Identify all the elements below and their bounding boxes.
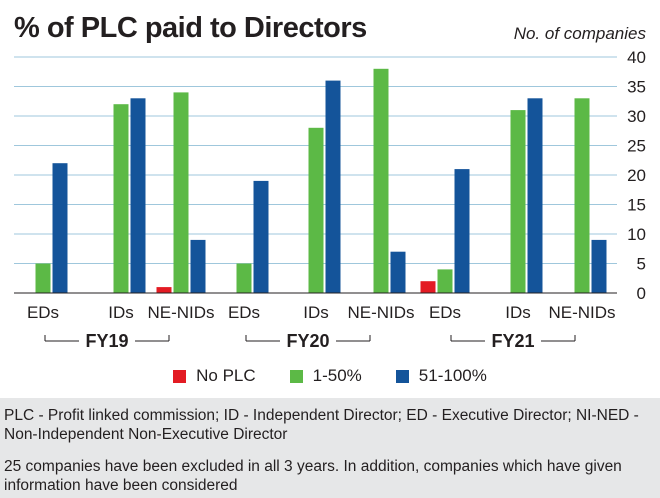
x-tick-label-fy19-ne-nids: NE-NIDs (147, 303, 214, 322)
legend-item-no-plc: No PLC (173, 366, 256, 386)
x-tick-label-fy21-ne-nids: NE-NIDs (548, 303, 615, 322)
x-tick-label-fy21-eds: EDs (429, 303, 461, 322)
bar-fy19-ne-nids-51-100 (190, 239, 206, 293)
bar-fy19-eds-1-50 (35, 263, 51, 293)
bar-fy21-eds-51-100 (454, 169, 470, 293)
bar-fy21-ne-nids-51-100 (591, 239, 607, 293)
footnote-exclusions: 25 companies have been excluded in all 3… (4, 458, 622, 494)
y-tick-label-5: 5 (637, 255, 646, 274)
x-tick-label-fy19-ids: IDs (108, 303, 134, 322)
y-tick-label-10: 10 (627, 225, 646, 244)
y-tick-label-40: 40 (627, 48, 646, 67)
y-tick-label-25: 25 (627, 137, 646, 156)
bar-fy20-eds-1-50 (236, 263, 252, 293)
legend-item-51-100: 51-100% (395, 366, 487, 386)
legend-item-1-50: 1-50% (289, 366, 362, 386)
legend: No PLC 1-50% 51-100% (0, 366, 660, 386)
x-tick-label-fy20-eds: EDs (228, 303, 260, 322)
bar-chart: 0 5 10 15 20 25 30 35 40 EDs IDs NE-NIDs EDs IDs NE-NI… (14, 48, 646, 351)
bar-fy19-ids-51-100 (130, 98, 146, 293)
bar-fy19-ne-nids-no-plc (156, 287, 172, 293)
bar-fy20-ne-nids-1-50 (373, 68, 389, 293)
bar-fy20-ne-nids-51-100 (390, 251, 406, 293)
legend-label-51-100: 51-100% (418, 366, 487, 385)
legend-swatch-no-plc (173, 369, 187, 383)
bar-fy21-eds-1-50 (437, 269, 453, 293)
y-tick-label-0: 0 (637, 284, 646, 303)
bar-fy19-ids-1-50 (113, 104, 129, 293)
bar-fy21-ne-nids-1-50 (574, 98, 590, 293)
bar-fy19-ne-nids-1-50 (173, 92, 189, 294)
x-tick-label-fy21-ids: IDs (505, 303, 531, 322)
x-tick-label-fy20-ids: IDs (303, 303, 329, 322)
x-tick-label-fy19-eds: EDs (27, 303, 59, 322)
bars (35, 68, 607, 294)
y-tick-label-35: 35 (627, 78, 646, 97)
legend-label-1-50: 1-50% (312, 366, 362, 385)
bar-fy19-eds-51-100 (52, 163, 68, 293)
bar-fy21-ids-1-50 (510, 110, 526, 293)
bar-fy20-ids-51-100 (325, 80, 341, 293)
legend-swatch-51-100 (395, 369, 409, 383)
footnote-abbreviations: PLC - Profit linked commission; ID - Ind… (4, 407, 639, 443)
group-label-fy19: FY19 (85, 331, 128, 351)
y-tick-label-20: 20 (627, 166, 646, 185)
axes: 0 5 10 15 20 25 30 35 40 EDs IDs NE-NIDs EDs IDs NE-NI… (14, 48, 646, 351)
x-tick-label-fy20-ne-nids: NE-NIDs (347, 303, 414, 322)
footnotes-panel: PLC - Profit linked commission; ID - Ind… (0, 398, 660, 498)
legend-swatch-1-50 (289, 369, 303, 383)
legend-label-no-plc: No PLC (196, 366, 256, 385)
y-tick-label-30: 30 (627, 107, 646, 126)
bar-fy20-ids-1-50 (308, 127, 324, 293)
y-tick-label-15: 15 (627, 196, 646, 215)
bar-fy21-eds-no-plc (420, 281, 436, 293)
group-label-fy20: FY20 (286, 331, 329, 351)
group-label-fy21: FY21 (491, 331, 534, 351)
bar-fy20-eds-51-100 (253, 180, 269, 293)
bar-fy21-ids-51-100 (527, 98, 543, 293)
y-axis-unit-label: No. of companies (513, 24, 646, 43)
chart-title: % of PLC paid to Directors (14, 12, 367, 44)
